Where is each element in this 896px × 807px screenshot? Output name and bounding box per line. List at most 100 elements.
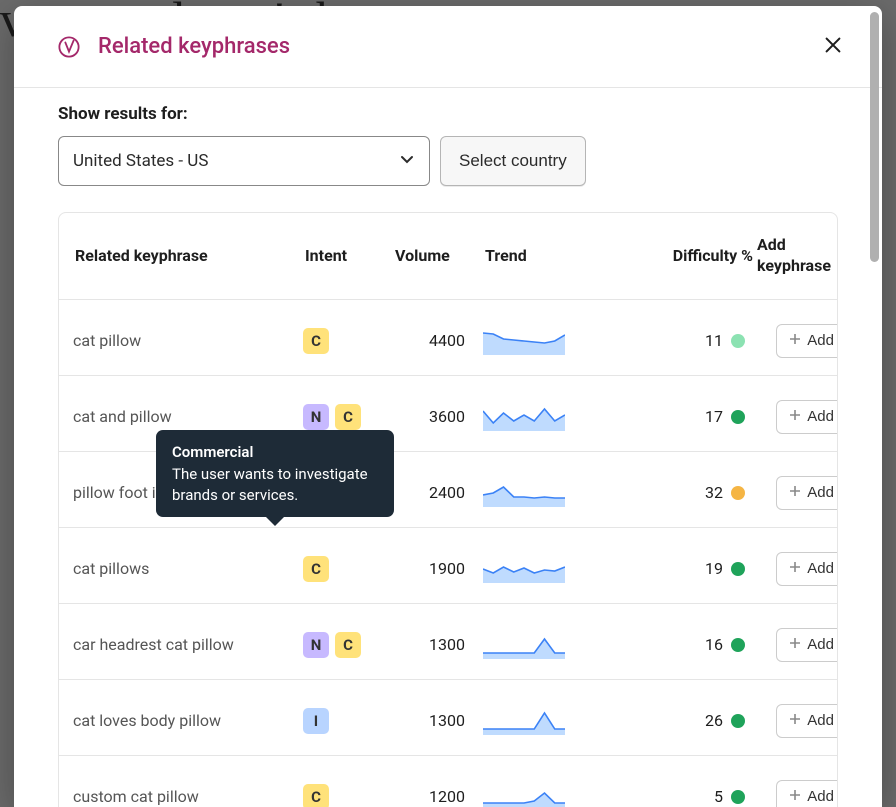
add-keyphrase-button[interactable]: Add [776,400,838,434]
add-label: Add [807,484,834,501]
plus-icon [789,712,801,729]
intent-badge-n: N [303,404,329,430]
volume-value: 1200 [393,787,483,806]
difficulty-cell: 5 [595,787,755,806]
intent-badge-c: C [335,632,361,658]
volume-value: 3600 [393,407,483,426]
intent-badge-c: C [303,328,329,354]
th-intent: Intent [303,246,393,265]
table-body: cat pillow C 4400 11 Add cat and pillow … [59,300,837,807]
difficulty-cell: 32 [595,483,755,502]
scrollbar[interactable] [870,12,879,262]
trend-sparkline [483,554,595,584]
plus-icon [789,788,801,805]
difficulty-value: 5 [714,787,723,806]
difficulty-cell: 17 [595,407,755,426]
add-label: Add [807,332,834,349]
add-label: Add [807,408,834,425]
difficulty-value: 16 [705,635,723,654]
volume-value: 1300 [393,635,483,654]
add-keyphrase-button[interactable]: Add [776,324,838,358]
keyphrase-text: cat pillows [73,559,303,578]
intent-tooltip: Commercial The user wants to investigate… [156,430,394,517]
difficulty-dot [731,790,745,804]
add-keyphrase-button[interactable]: Add [776,628,838,662]
tooltip-body: The user wants to investigate brands or … [172,464,378,505]
trend-sparkline [483,706,595,736]
country-select[interactable]: United States - US [58,136,430,186]
add-keyphrase-button[interactable]: Add [776,476,838,510]
add-label: Add [807,560,834,577]
keyphrase-text: cat and pillow [73,407,303,426]
intent-badge-c: C [303,784,329,807]
intent-cell: I [303,708,393,734]
chevron-down-icon [399,151,415,172]
volume-value: 1300 [393,711,483,730]
th-volume: Volume [393,246,483,265]
th-difficulty: Difficulty % [595,246,755,265]
difficulty-cell: 19 [595,559,755,578]
yoast-logo-icon [58,36,80,58]
add-label: Add [807,636,834,653]
volume-value: 2400 [393,483,483,502]
difficulty-dot [731,410,745,424]
difficulty-dot [731,334,745,348]
difficulty-dot [731,714,745,728]
keyphrase-text: car headrest cat pillow [73,635,303,654]
trend-sparkline [483,326,595,356]
plus-icon [789,636,801,653]
intent-badge-c: C [303,556,329,582]
close-button[interactable] [816,28,850,65]
plus-icon [789,332,801,349]
table-row: custom cat pillow C 1200 5 Add [59,756,837,807]
table-row: cat pillow C 4400 11 Add [59,300,837,376]
plus-icon [789,484,801,501]
tooltip-title: Commercial [172,442,378,462]
table-header: Related keyphrase Intent Volume Trend Di… [59,213,837,300]
modal-body: Show results for: United States - US Sel… [14,88,882,807]
difficulty-cell: 11 [595,331,755,350]
intent-cell: NC [303,404,393,430]
difficulty-value: 19 [705,559,723,578]
trend-sparkline [483,402,595,432]
intent-cell: C [303,328,393,354]
intent-cell: NC [303,632,393,658]
keyphrase-text: cat loves body pillow [73,711,303,730]
plus-icon [789,560,801,577]
difficulty-value: 11 [705,331,723,350]
difficulty-value: 26 [705,711,723,730]
volume-value: 1900 [393,559,483,578]
add-label: Add [807,712,834,729]
table-row: cat pillows C 1900 19 Add [59,528,837,604]
th-add: Add keyphrase [755,235,838,277]
plus-icon [789,408,801,425]
add-keyphrase-button[interactable]: Add [776,780,838,807]
difficulty-value: 17 [705,407,723,426]
modal-header: Related keyphrases [14,6,882,88]
intent-cell: C [303,556,393,582]
intent-cell: C [303,784,393,807]
trend-sparkline [483,782,595,807]
th-trend: Trend [483,246,595,265]
filter-label: Show results for: [58,104,838,124]
intent-badge-n: N [303,632,329,658]
difficulty-dot [731,562,745,576]
select-country-button[interactable]: Select country [440,136,586,186]
difficulty-value: 32 [705,483,723,502]
table-row: car headrest cat pillow NC 1300 16 Add [59,604,837,680]
th-keyphrase: Related keyphrase [73,246,303,265]
intent-badge-i: I [303,708,329,734]
country-select-value: United States - US [73,151,208,171]
difficulty-cell: 26 [595,711,755,730]
related-keyphrases-modal: Related keyphrases Show results for: Uni… [14,6,882,807]
add-keyphrase-button[interactable]: Add [776,552,838,586]
keyphrase-text: cat pillow [73,331,303,350]
volume-value: 4400 [393,331,483,350]
add-label: Add [807,788,834,805]
add-keyphrase-button[interactable]: Add [776,704,838,738]
difficulty-dot [731,638,745,652]
keyphrase-text: custom cat pillow [73,787,303,806]
trend-sparkline [483,478,595,508]
difficulty-cell: 16 [595,635,755,654]
modal-title: Related keyphrases [98,34,290,59]
